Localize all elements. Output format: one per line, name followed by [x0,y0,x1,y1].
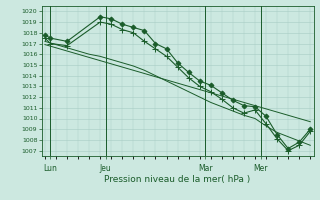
X-axis label: Pression niveau de la mer( hPa ): Pression niveau de la mer( hPa ) [104,175,251,184]
